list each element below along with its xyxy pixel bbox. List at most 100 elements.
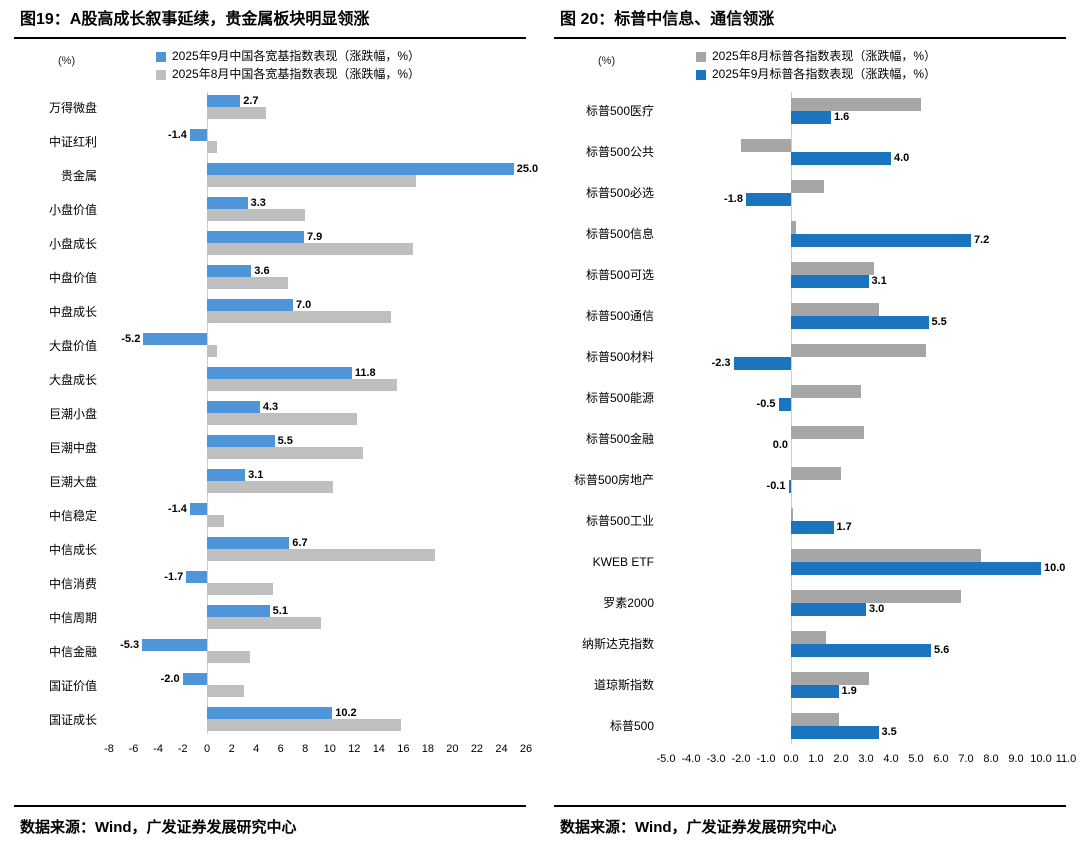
bar-aug-2025	[791, 466, 841, 480]
bar-sep-2025	[791, 110, 831, 124]
bar-area: 1.9	[666, 664, 1066, 705]
x-tick-label: 14	[372, 743, 385, 755]
bar-aug-2025	[207, 413, 357, 425]
value-label: 3.1	[248, 469, 264, 481]
bar-area: 3.6	[109, 260, 526, 294]
chart-row: 中盘价值 3.6	[14, 260, 526, 294]
chart-row: 道琼斯指数 1.9	[554, 664, 1066, 705]
bar-area: 3.0	[666, 582, 1066, 623]
bar-aug-2025	[207, 379, 398, 391]
category-label: 万得微盘	[48, 100, 97, 115]
category-label: 小盘价值	[48, 202, 97, 217]
value-label: 7.9	[307, 231, 323, 243]
x-tick-label: 9.0	[1008, 753, 1024, 765]
x-tick-label: -4	[153, 743, 163, 755]
bar-area: 4.3	[109, 396, 526, 430]
x-tick-label: 10.0	[1030, 753, 1052, 765]
value-label: -2.0	[160, 673, 180, 685]
chart-row: 中信周期 5.1	[14, 600, 526, 634]
bar-aug-2025	[791, 712, 839, 726]
category-label: 标普500材料	[585, 350, 654, 364]
legend-swatch-aug-2025	[156, 69, 166, 80]
bar-sep-2025	[791, 684, 839, 698]
bar-area: 5.5	[666, 295, 1066, 336]
bar-area: -2.0	[109, 668, 526, 702]
category-label: 中信周期	[48, 610, 97, 625]
bar-sep-2025	[182, 673, 208, 685]
chart-row: 标普500 3.5	[554, 705, 1066, 746]
bar-sep-2025	[791, 520, 834, 534]
chart-row: 中信成长 6.7	[14, 532, 526, 566]
value-label: 5.1	[272, 605, 288, 617]
bar-area: 2.7	[109, 90, 526, 124]
value-label: 1.9	[841, 685, 857, 697]
x-tick-label: 12	[348, 743, 361, 755]
category-label: 巨潮大盘	[48, 474, 97, 489]
bar-sep-2025	[189, 129, 208, 141]
chart-row: 贵金属 25.0	[14, 158, 538, 192]
x-tick-label: 4.0	[883, 753, 899, 765]
bar-area: 11.8	[109, 362, 526, 396]
category-label: 小盘成长	[48, 236, 97, 251]
data-source-left: 数据来源：Wind，广发证券发展研究中心	[14, 805, 526, 849]
bar-area: 1.6	[666, 90, 1066, 131]
bar-aug-2025	[207, 515, 225, 527]
chart-row: 标普500金融 0.0	[554, 418, 1066, 459]
value-label: 10.2	[335, 707, 357, 719]
bar-sep-2025	[207, 435, 275, 447]
value-label: 3.5	[881, 726, 897, 738]
value-label: -1.4	[167, 503, 187, 515]
chart-row: 纳斯达克指数 5.6	[554, 623, 1066, 664]
x-axis-right: -5.0 -4.0 -3.0 -2.0 -1.0 0.0 1.0 2.0 3.0 4.0 5.0 6.…	[657, 751, 1077, 773]
x-tick-label: 5.0	[908, 753, 924, 765]
bar-aug-2025	[207, 651, 251, 663]
value-label: 3.6	[254, 265, 270, 277]
chart-row: 小盘成长 7.9	[14, 226, 526, 260]
bar-area: 7.2	[666, 213, 1066, 254]
category-label: 中信稳定	[48, 508, 97, 523]
value-label: 4.3	[262, 401, 279, 413]
bar-sep-2025	[791, 233, 971, 247]
chart-row: 万得微盘 2.7	[14, 90, 526, 124]
bar-aug-2025	[207, 345, 217, 357]
bar-aug-2025	[791, 671, 869, 685]
bar-sep-2025	[186, 571, 208, 583]
legend-swatch-aug-2025	[696, 51, 706, 62]
chart-title-left: 图19：A股高成长叙事延续，贵金属板块明显领涨	[14, 8, 526, 39]
bar-rows-right: 标普500医疗 1.6 标普500公共 4.0 标普500必选 -1.8 标普500信息 7.…	[554, 90, 1066, 746]
value-label: 10.0	[1044, 562, 1066, 574]
bar-sep-2025	[207, 707, 333, 719]
x-tick-label: 1.0	[808, 753, 824, 765]
bar-aug-2025	[791, 261, 874, 275]
bar-sep-2025	[778, 397, 791, 411]
value-label: 6.7	[292, 537, 308, 549]
bar-sep-2025	[791, 725, 879, 739]
bar-sep-2025	[207, 163, 514, 175]
bar-aug-2025	[207, 447, 363, 459]
chart-row: 标普500公共 4.0	[554, 131, 1066, 172]
zero-axis-line	[791, 92, 792, 744]
value-label: 11.8	[354, 367, 376, 379]
category-label: 标普500可选	[585, 268, 654, 282]
axis-unit-label: (%)	[58, 55, 76, 67]
bar-area: 3.3	[109, 192, 526, 226]
x-tick-label: 24	[495, 743, 508, 755]
chart-row: 中盘成长 7.0	[14, 294, 526, 328]
value-label: 2.7	[243, 95, 259, 107]
x-tick-label: 20	[446, 743, 459, 755]
chart-row: 大盘成长 11.8	[14, 362, 526, 396]
bar-aug-2025	[207, 481, 334, 493]
category-label: 道琼斯指数	[593, 678, 654, 692]
category-label: 中信消费	[48, 576, 97, 591]
value-label: 3.3	[250, 197, 266, 209]
chart-panel-china-broad-indexes: 图19：A股高成长叙事延续，贵金属板块明显领涨 (%) 2025年9月中国各宽基…	[14, 8, 538, 849]
bar-area: 0.0	[666, 418, 1066, 459]
x-tick-label: 18	[421, 743, 434, 755]
x-tick-label: 3.0	[858, 753, 874, 765]
value-label: 5.5	[931, 316, 947, 328]
bar-area: -2.3	[666, 336, 1066, 377]
bar-area: 4.0	[666, 131, 1066, 172]
chart-row: 中信金融 -5.3	[14, 634, 526, 668]
bar-sep-2025	[207, 197, 248, 209]
